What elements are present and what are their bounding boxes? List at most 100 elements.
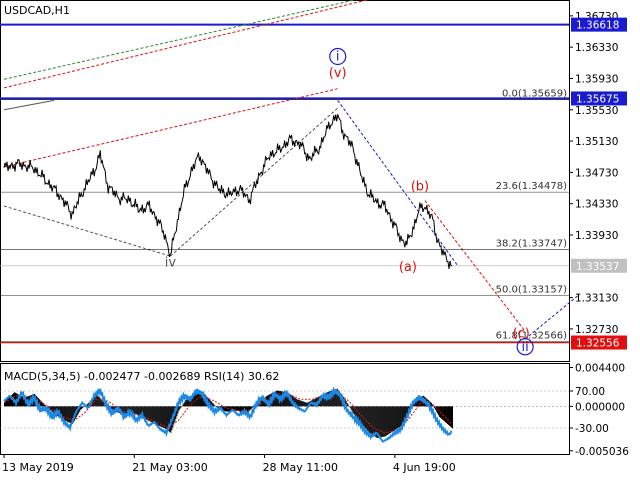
macd-bar bbox=[384, 406, 386, 437]
macd-bar bbox=[148, 406, 150, 421]
rsi-tick-label: -30.00 bbox=[575, 423, 609, 435]
macd-bar bbox=[122, 406, 124, 414]
macd-bar bbox=[70, 406, 72, 424]
macd-bar bbox=[100, 398, 102, 407]
macd-bar bbox=[63, 406, 65, 420]
macd-bar bbox=[375, 406, 377, 438]
macd-bar bbox=[363, 406, 365, 428]
macd-bar bbox=[62, 406, 64, 420]
trend-line bbox=[3, 0, 357, 80]
macd-bar bbox=[124, 406, 126, 415]
macd-bar bbox=[41, 401, 43, 407]
macd-bar bbox=[322, 394, 324, 407]
macd-bar bbox=[137, 406, 139, 415]
macd-bar bbox=[362, 406, 364, 427]
macd-bar bbox=[78, 406, 80, 414]
trend-line bbox=[3, 88, 338, 168]
macd-bar bbox=[447, 406, 449, 425]
macd-bar bbox=[183, 403, 185, 407]
macd-bar bbox=[80, 406, 82, 410]
macd-bar bbox=[38, 398, 40, 407]
macd-bar bbox=[392, 406, 394, 432]
macd-bar bbox=[435, 406, 437, 412]
macd-bar bbox=[138, 406, 140, 416]
indicator-axis: 0.004400 0.000000 -0.005036 70.00 -30.00 bbox=[569, 363, 629, 458]
fib-level-label: 50.0(1.33157) bbox=[496, 284, 568, 295]
macd-bar bbox=[135, 406, 137, 414]
macd-bar bbox=[274, 391, 276, 407]
macd-bar bbox=[5, 400, 7, 407]
macd-bar bbox=[431, 404, 433, 407]
macd-bar bbox=[81, 406, 83, 409]
macd-bar bbox=[287, 392, 289, 407]
macd-bar bbox=[389, 406, 391, 434]
macd-bar bbox=[306, 402, 308, 407]
macd-bar bbox=[390, 406, 392, 433]
macd-bar bbox=[232, 406, 234, 412]
macd-bar bbox=[387, 406, 389, 435]
wave-label: (a) bbox=[399, 260, 417, 275]
price-badge-label: 1.36618 bbox=[576, 20, 619, 32]
macd-bar bbox=[350, 406, 352, 410]
macd-bar bbox=[151, 406, 153, 423]
macd-bar bbox=[164, 406, 166, 429]
macd-bar bbox=[295, 398, 297, 407]
fib-level-label: 61.8(1.32566) bbox=[496, 331, 568, 342]
trend-line bbox=[3, 99, 55, 111]
macd-bar bbox=[337, 390, 339, 407]
macd-bar bbox=[47, 406, 49, 408]
macd-bar bbox=[55, 406, 57, 415]
macd-bar bbox=[69, 406, 71, 423]
macd-bar bbox=[380, 406, 382, 438]
macd-bar bbox=[372, 406, 374, 436]
trend-line bbox=[170, 107, 339, 257]
macd-bar bbox=[303, 401, 305, 407]
macd-bar bbox=[419, 397, 421, 407]
macd-bar bbox=[357, 406, 359, 421]
macd-bar bbox=[449, 406, 451, 427]
macd-bar bbox=[43, 403, 45, 407]
macd-bar bbox=[344, 399, 346, 407]
wave-label: iv bbox=[165, 255, 177, 270]
time-tick-label: 21 May 03:00 bbox=[132, 461, 207, 474]
macd-bar bbox=[10, 396, 12, 407]
macd-bar bbox=[182, 404, 184, 407]
macd-bar bbox=[11, 395, 13, 407]
macd-bar bbox=[79, 406, 81, 412]
wave-label: (b) bbox=[411, 179, 429, 194]
macd-bar bbox=[373, 406, 375, 437]
indicator-title: MACD(5,34,5) -0.002477 -0.002689 RSI(14)… bbox=[4, 370, 279, 383]
macd-bar bbox=[433, 406, 435, 409]
macd-bar bbox=[414, 399, 416, 407]
macd-bar bbox=[297, 399, 299, 407]
macd-bar bbox=[237, 406, 239, 412]
price-series bbox=[3, 114, 453, 269]
macd-bar bbox=[208, 398, 210, 407]
fib-level-label: 38.2(1.33747) bbox=[496, 238, 568, 249]
price-line bbox=[3, 114, 453, 269]
macd-bar bbox=[417, 397, 419, 407]
macd-bar bbox=[451, 406, 453, 429]
macd-bar bbox=[213, 404, 215, 407]
wave-label: ii bbox=[522, 340, 529, 355]
macd-bar bbox=[214, 405, 216, 407]
macd-bar bbox=[23, 397, 25, 407]
macd-bar bbox=[415, 398, 417, 407]
macd-bar bbox=[160, 406, 162, 427]
price-tick-label: 1.35130 bbox=[575, 136, 618, 148]
macd-bar bbox=[406, 406, 408, 416]
macd-bar bbox=[146, 406, 148, 420]
price-badge bbox=[571, 335, 627, 350]
macd-bar bbox=[198, 393, 200, 407]
trend-line bbox=[524, 293, 581, 340]
macd-bar bbox=[159, 406, 161, 427]
macd-bar bbox=[233, 406, 235, 412]
macd-bar bbox=[99, 397, 101, 407]
macd-bar bbox=[163, 406, 165, 428]
macd-bar bbox=[152, 406, 154, 423]
macd-bar bbox=[366, 406, 368, 431]
macd-bar bbox=[102, 400, 104, 407]
macd-bar bbox=[340, 394, 342, 407]
macd-bar bbox=[147, 406, 149, 421]
macd-bar bbox=[450, 406, 452, 428]
